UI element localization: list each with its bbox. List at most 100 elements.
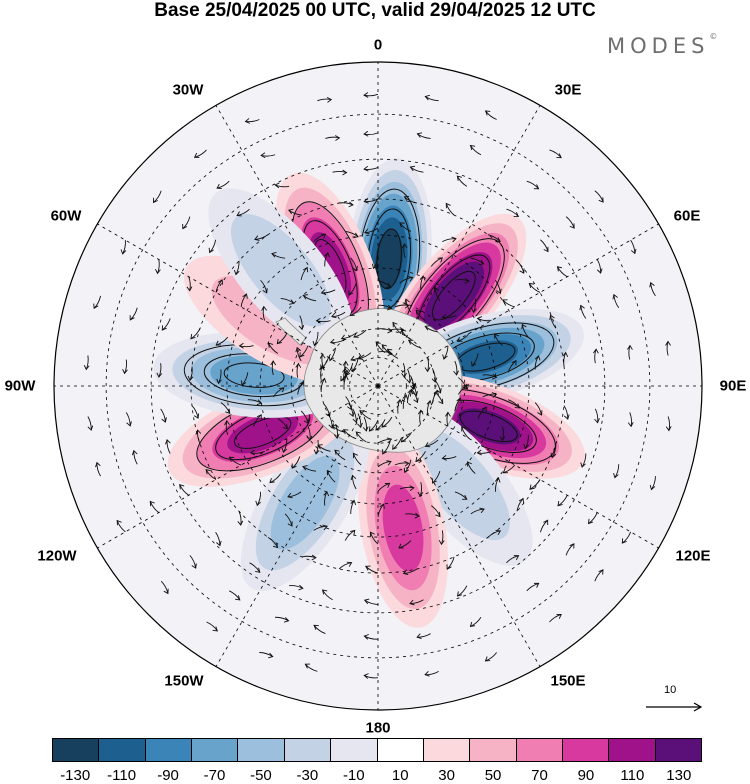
wind-arrowhead	[456, 175, 463, 181]
wind-arrowhead	[370, 531, 375, 537]
wind-arrowhead	[496, 288, 502, 295]
wind-arrowhead	[502, 468, 508, 474]
wind-arrowhead	[435, 511, 441, 518]
wind-arrowhead	[386, 348, 393, 354]
copyright-mark: ©	[709, 32, 718, 41]
wind-arrowhead	[511, 360, 517, 366]
wind-arrowhead	[481, 406, 487, 412]
wind-arrowhead	[613, 473, 619, 479]
wind-arrowhead	[382, 449, 388, 455]
wind-arrowhead	[416, 633, 422, 639]
wind-arrowhead	[129, 315, 135, 321]
wind-arrowhead	[424, 671, 430, 677]
wind-arrowhead	[621, 538, 627, 544]
wind-arrowhead	[445, 202, 451, 209]
anomaly-contour	[375, 229, 403, 289]
colorbar-segment	[53, 739, 99, 761]
wind-arrowhead	[299, 380, 305, 387]
wind-arrowhead	[594, 418, 600, 424]
wind-arrowhead	[342, 367, 348, 373]
wind-arrowhead	[519, 268, 525, 274]
wind-arrowhead	[217, 279, 224, 285]
wind-arrowhead	[329, 338, 336, 345]
colorbar-segment	[283, 739, 331, 761]
wind-arrowhead	[131, 449, 138, 456]
wind-arrowhead	[612, 293, 618, 300]
wind-arrowhead	[152, 197, 158, 204]
wind-arrowhead	[363, 673, 369, 679]
wind-arrowhead	[456, 336, 463, 342]
wind-arrowhead	[469, 144, 476, 151]
wind-arrowhead	[298, 584, 304, 591]
wind-arrowhead	[502, 299, 508, 305]
wind-arrowhead	[279, 387, 285, 393]
wind-arrowhead	[424, 325, 430, 331]
meridian-line	[377, 385, 541, 667]
wind-arrowhead	[321, 589, 328, 595]
wind-arrowhead	[195, 429, 202, 435]
wind-arrowhead	[236, 211, 242, 217]
wind-arrowhead	[557, 501, 563, 507]
wind-arrowhead	[402, 569, 409, 575]
wind-arrowhead	[424, 442, 431, 448]
wind-arrowhead	[340, 376, 346, 382]
wind-arrowhead	[357, 422, 363, 429]
longitude-label-90e: 90E	[719, 377, 747, 395]
colorbar-segment	[515, 739, 562, 761]
map-border	[53, 61, 703, 711]
wind-arrowhead	[446, 564, 452, 570]
wind-arrowhead	[550, 452, 557, 459]
wind-arrowhead	[161, 417, 167, 423]
wind-arrowhead	[365, 565, 371, 571]
wind-arrowhead	[299, 352, 305, 358]
wind-arrowhead	[445, 411, 451, 417]
wind-arrowhead	[442, 354, 448, 360]
wind-arrowhead	[262, 288, 268, 294]
modes-logo: MODES©	[607, 32, 718, 58]
reference-vector-label: 10	[664, 684, 677, 696]
wind-arrowhead	[587, 518, 594, 525]
wind-arrowhead	[513, 555, 520, 561]
wind-arrowhead	[83, 364, 90, 371]
wind-arrowhead	[451, 236, 457, 243]
wind-arrowhead	[320, 233, 327, 239]
colorbar-segment	[561, 739, 609, 761]
meridian-line	[215, 385, 379, 667]
wind-arrowhead	[401, 243, 408, 249]
wind-arrowhead	[533, 184, 540, 190]
wind-arrowhead	[630, 248, 637, 255]
wind-arrowhead	[205, 469, 211, 475]
wind-arrowhead	[424, 367, 431, 373]
wind-arrowhead	[322, 524, 328, 531]
wind-arrowhead	[328, 355, 335, 362]
wind-arrowhead	[363, 634, 369, 640]
wind-arrowhead	[155, 268, 161, 275]
wind-arrowhead	[295, 362, 302, 368]
longitude-label-120e: 120E	[675, 547, 711, 565]
wind-arrowhead	[165, 439, 171, 445]
wind-arrowhead	[409, 485, 415, 492]
wind-arrowhead	[291, 463, 297, 469]
wind-arrowhead	[499, 436, 506, 442]
streamline-loop	[459, 410, 518, 443]
wind-arrowhead	[479, 507, 485, 514]
wind-arrowhead	[208, 247, 214, 254]
longitude-label-60w: 60W	[50, 207, 82, 225]
wind-arrowhead	[260, 152, 266, 159]
wind-arrowhead	[216, 183, 222, 189]
wind-arrowhead	[399, 222, 405, 228]
wind-arrowhead	[237, 520, 244, 526]
wind-arrowhead	[228, 456, 235, 462]
wind-arrowhead	[437, 257, 444, 263]
colorbar-tick-label: -130	[60, 767, 91, 784]
longitude-label-30w: 30W	[172, 81, 204, 99]
wind-arrowhead	[513, 212, 520, 217]
meridian-line	[377, 223, 659, 387]
wind-arrowhead	[556, 266, 563, 272]
wind-arrowhead	[249, 449, 256, 456]
wind-arrowhead	[556, 613, 562, 619]
wind-arrowhead	[543, 519, 549, 525]
colorbar-tick-label: 10	[391, 767, 409, 784]
wind-arrowhead	[302, 266, 309, 273]
wind-arrowhead	[401, 372, 407, 379]
